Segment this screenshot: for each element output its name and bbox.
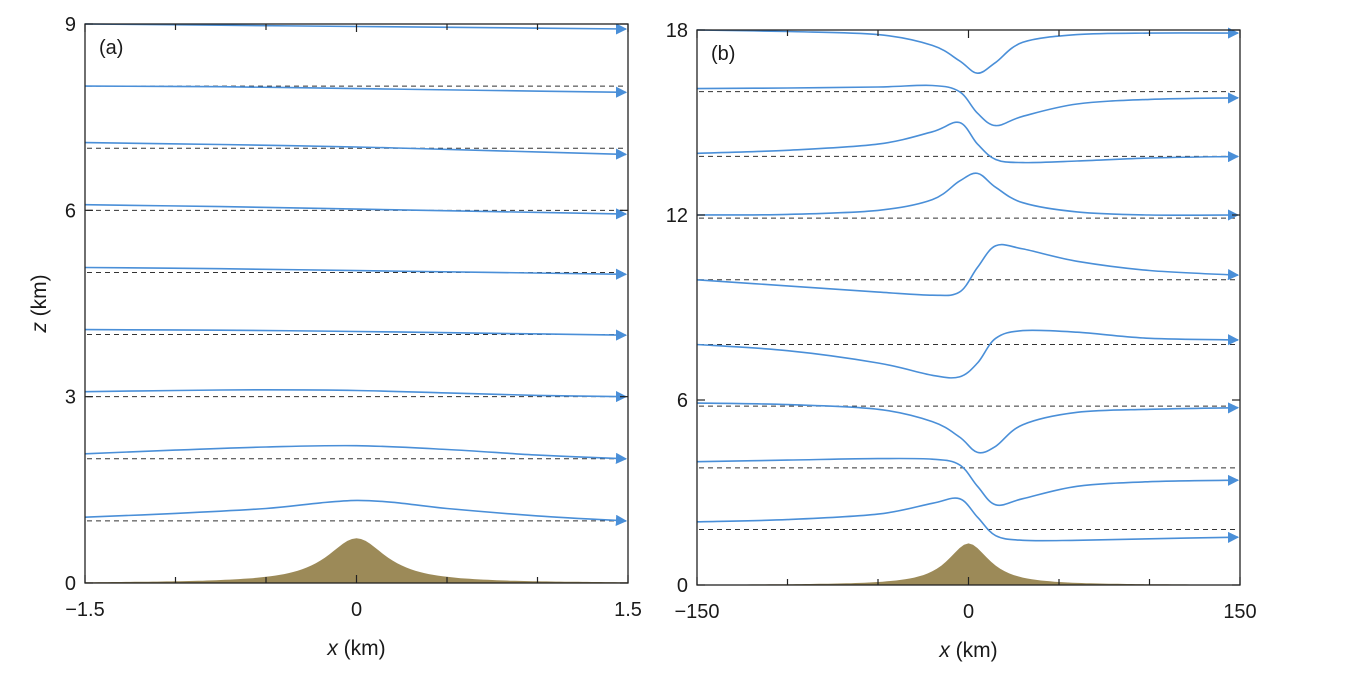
streamline <box>696 329 1240 379</box>
y-tick-label: 18 <box>666 20 688 42</box>
panel-label: (b) <box>711 43 735 65</box>
y-tick-label: 6 <box>65 200 76 222</box>
streamline <box>696 121 1240 164</box>
panel-b: −150 0 150 0 6 12 18 (b) x (km) <box>666 20 1257 662</box>
y-tick-label: 0 <box>65 573 76 595</box>
y-tick-label: 9 <box>65 14 76 36</box>
streamline <box>84 203 628 220</box>
streamline <box>84 141 628 160</box>
streamline <box>84 23 628 35</box>
streamline <box>84 328 628 341</box>
x-tick-label: 150 <box>1223 601 1256 623</box>
streamline <box>696 84 1240 127</box>
y-axis-label: z (km) <box>28 274 51 333</box>
streamline <box>696 27 1240 75</box>
y-tick-label: 3 <box>65 387 76 409</box>
terrain-mountain <box>697 543 1240 585</box>
x-tick-label: −1.5 <box>65 599 104 621</box>
terrain-mountain <box>85 538 628 583</box>
streamline <box>84 266 628 280</box>
y-tick-label: 12 <box>666 205 688 227</box>
plot-frame <box>696 29 1241 586</box>
streamline <box>696 457 1240 507</box>
plot-frame <box>84 23 629 584</box>
y-tick-label: 0 <box>677 575 688 597</box>
x-tick-label: 1.5 <box>614 599 642 621</box>
streamline <box>84 499 628 526</box>
streamline <box>696 243 1240 297</box>
x-tick-label: −150 <box>674 601 719 623</box>
x-tick-label: 0 <box>963 601 974 623</box>
panel-label: (a) <box>99 37 123 59</box>
panel-a: −1.5 0 1.5 0 3 6 9 (a) x (km) z (km) <box>28 14 642 660</box>
x-axis-label: x (km) <box>938 639 997 662</box>
streamline <box>696 497 1240 544</box>
x-axis-label: x (km) <box>326 637 385 660</box>
streamline <box>696 402 1240 454</box>
streamline <box>84 388 628 403</box>
streamline <box>84 85 628 98</box>
streamline <box>696 172 1240 221</box>
x-tick-label: 0 <box>351 599 362 621</box>
streamline <box>84 444 628 464</box>
y-tick-label: 6 <box>677 390 688 412</box>
